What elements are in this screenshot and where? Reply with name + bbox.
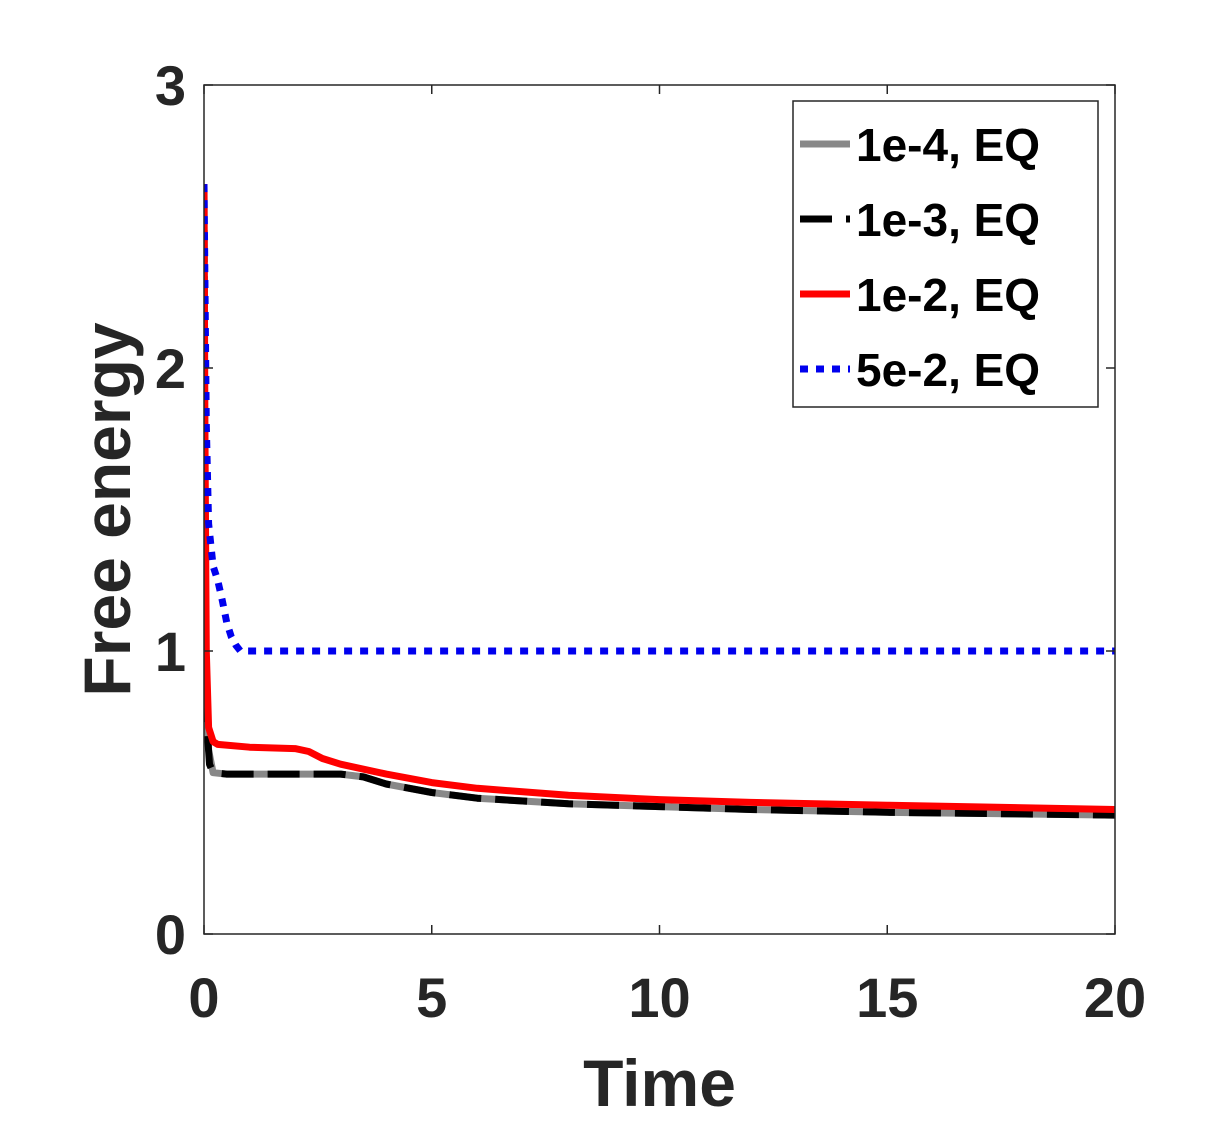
series-layer bbox=[204, 184, 1115, 819]
x-tick-label: 15 bbox=[856, 966, 918, 1029]
x-tick-label: 20 bbox=[1084, 966, 1146, 1029]
tick-layer bbox=[203, 84, 1116, 935]
legend-box bbox=[792, 100, 1099, 408]
legend: 1e-4, EQ 1e-3, EQ 1e-2, EQ 5e-2, EQ bbox=[792, 100, 1099, 408]
x-tick-label: 5 bbox=[416, 966, 447, 1029]
y-tick-label: 0 bbox=[155, 903, 186, 966]
legend-label: 5e-2, EQ bbox=[856, 344, 1040, 396]
legend-item: 1e-3, EQ bbox=[800, 194, 1040, 246]
legend-item: 1e-4, EQ bbox=[800, 119, 1040, 171]
legend-label: 1e-4, EQ bbox=[856, 119, 1040, 171]
y-tick-label: 2 bbox=[155, 337, 186, 400]
legend-items: 1e-4, EQ 1e-3, EQ 1e-2, EQ 5e-2, EQ bbox=[800, 119, 1040, 396]
y-tick-label: 1 bbox=[155, 620, 186, 683]
tick-label-layer: 0 5 10 15 20 0 1 2 3 bbox=[155, 54, 1146, 1029]
y-tick-label: 3 bbox=[155, 54, 186, 117]
x-axis-label: Time bbox=[583, 1046, 736, 1120]
legend-label: 1e-3, EQ bbox=[856, 194, 1040, 246]
legend-item: 5e-2, EQ bbox=[800, 344, 1040, 396]
x-tick-label: 10 bbox=[628, 966, 690, 1029]
series-line-2 bbox=[204, 184, 1115, 819]
legend-label: 1e-2, EQ bbox=[856, 269, 1040, 321]
series-line-3 bbox=[204, 184, 1115, 813]
legend-item: 1e-2, EQ bbox=[800, 269, 1040, 321]
x-tick-label: 0 bbox=[188, 966, 219, 1029]
y-axis-label: Free energy bbox=[70, 322, 144, 696]
